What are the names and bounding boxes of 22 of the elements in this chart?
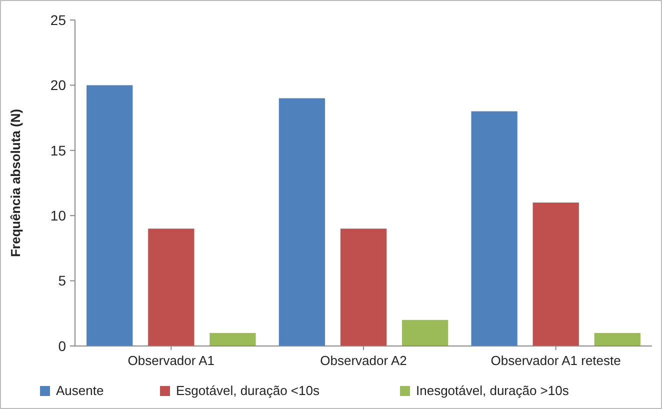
y-tick-label: 15	[50, 142, 66, 158]
y-tick-label: 5	[58, 272, 66, 289]
y-tick-label: 10	[50, 208, 66, 224]
bar	[86, 85, 133, 346]
bar	[340, 228, 387, 346]
legend-label: Inesgotável, duração >10s	[416, 383, 570, 398]
bar	[148, 228, 194, 346]
y-axis-title: Frequência absoluta (N)	[8, 108, 23, 258]
bar	[471, 111, 518, 346]
bar	[594, 332, 640, 346]
legend-label: Ausente	[56, 383, 104, 398]
x-tick-label: Observador A2	[320, 353, 407, 368]
bar	[210, 332, 256, 346]
x-tick-label: Observador A1 reteste	[490, 353, 621, 368]
bar	[278, 98, 326, 346]
x-tick-label: Observador A1	[128, 353, 215, 368]
y-tick-label: 20	[50, 77, 66, 94]
bar	[402, 320, 448, 346]
y-tick-label: 25	[50, 12, 66, 28]
legend-label: Esgotável, duração <10s	[176, 383, 320, 398]
y-tick-label: 0	[58, 338, 66, 354]
bar	[532, 202, 579, 346]
